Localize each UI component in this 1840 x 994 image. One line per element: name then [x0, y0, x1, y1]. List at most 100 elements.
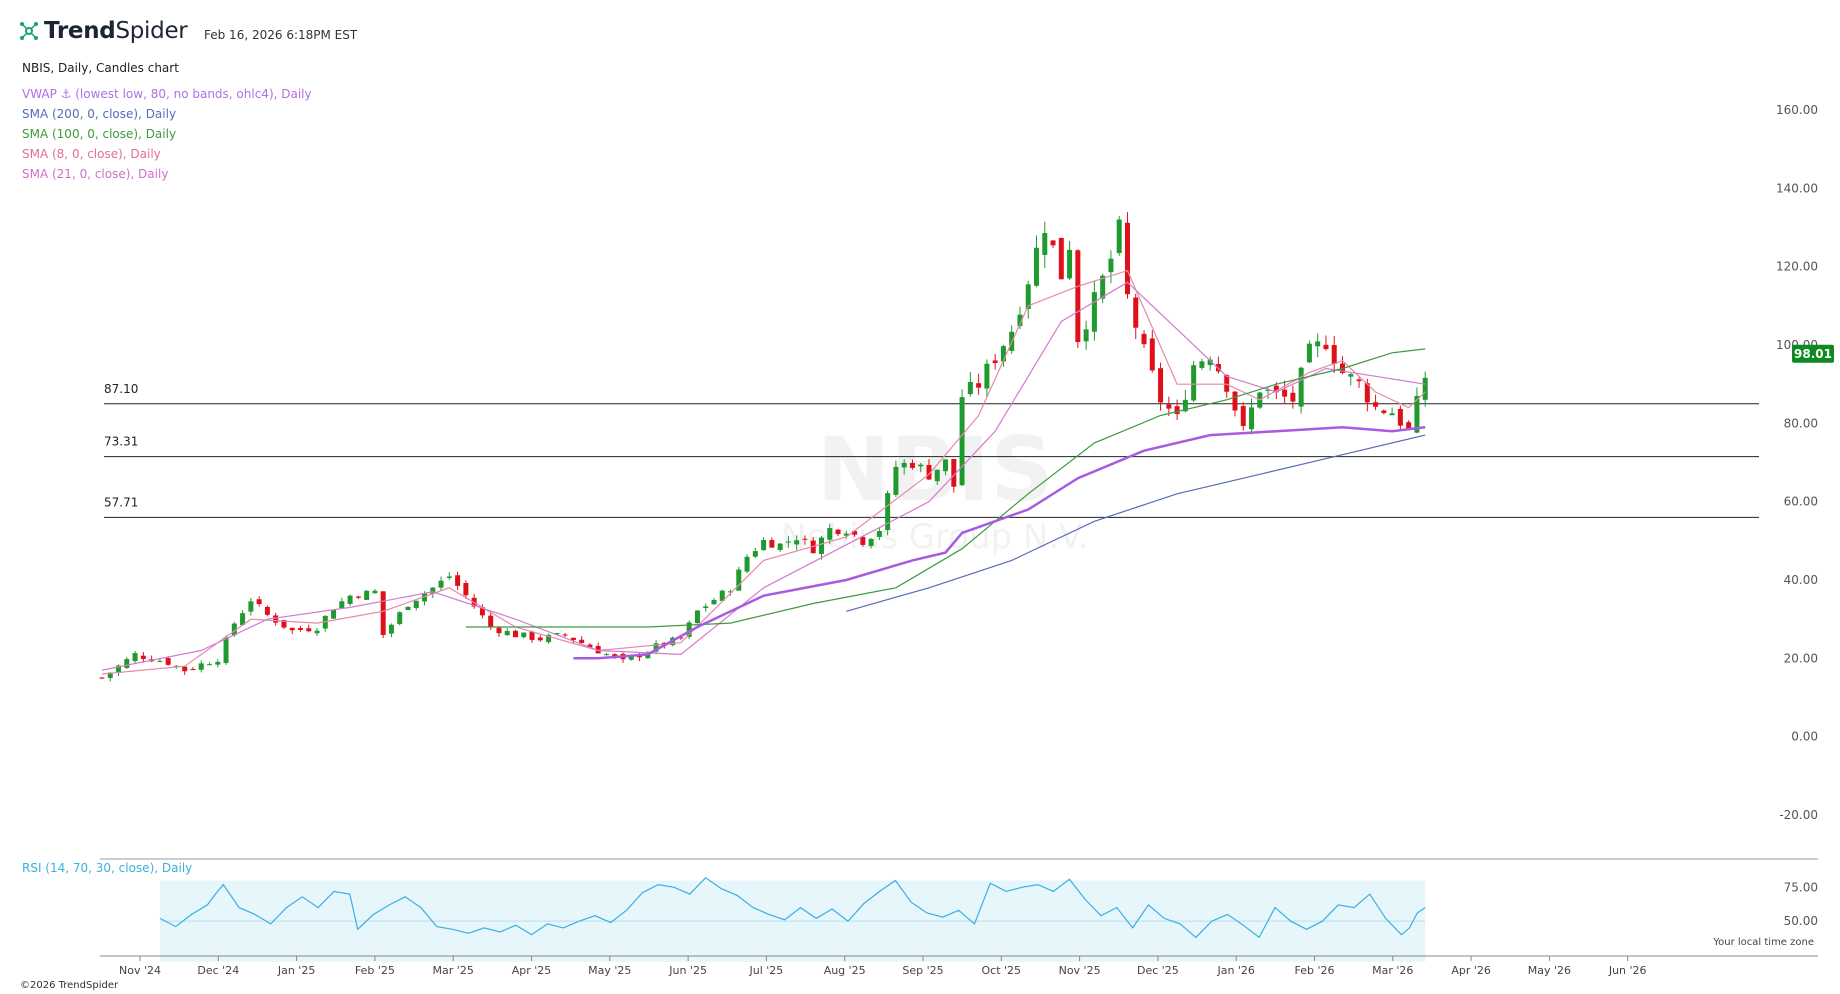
candle-body [587, 644, 593, 648]
candle-body [951, 459, 957, 487]
y-axis-tick-label: 60.00 [1784, 495, 1818, 509]
candle-body [835, 529, 841, 535]
candle-body [1191, 365, 1197, 401]
candle-body [446, 576, 452, 578]
x-axis-tick-label: Apr '25 [512, 964, 552, 977]
candle-body [777, 543, 783, 550]
y-axis-tick-label: 160.00 [1776, 103, 1818, 117]
candle-body [1397, 408, 1403, 426]
candle-body [1356, 379, 1362, 382]
x-axis-tick-label: Jun '25 [668, 964, 707, 977]
candle-body [355, 596, 361, 598]
candle-body [901, 462, 907, 468]
timezone-note[interactable]: Your local time zone [1713, 937, 1814, 948]
candle-body [529, 631, 535, 640]
candle-body [132, 653, 138, 662]
candle-body [314, 630, 320, 634]
candle-body [1224, 375, 1230, 392]
last-price-text: 98.01 [1794, 347, 1832, 361]
indicator-label[interactable]: SMA (100, 0, close), Daily [22, 127, 177, 141]
logo-wordmark: TrendSpider [44, 18, 188, 44]
candle-body [818, 537, 824, 554]
candle-body [488, 615, 494, 627]
candle-body [322, 615, 328, 629]
candle-body [1100, 275, 1106, 299]
candle-body [860, 536, 866, 545]
candle-body [1364, 383, 1370, 403]
series-line-sma-200 [846, 434, 1426, 612]
candle-body [521, 632, 527, 638]
candle-body [198, 663, 204, 670]
candle-body [339, 601, 345, 609]
candle-body [1323, 344, 1329, 350]
indicator-label[interactable]: SMA (8, 0, close), Daily [22, 147, 161, 161]
candle-body [918, 464, 924, 467]
horizontal-level-label: 73.31 [104, 435, 138, 449]
indicator-label[interactable]: VWAP ⚓ (lowest low, 80, no bands, ohlc4)… [22, 87, 312, 101]
candle-body [785, 541, 791, 543]
rsi-tick-label: 50.00 [1784, 914, 1818, 928]
candle-body [1414, 395, 1420, 433]
horizontal-level-label: 57.71 [104, 495, 138, 509]
y-axis-tick-label: 120.00 [1776, 260, 1818, 274]
x-axis-tick-label: May '25 [588, 964, 631, 977]
candle-body [364, 590, 370, 600]
candle-body [347, 595, 353, 604]
candle-body [736, 569, 742, 591]
candle-body [1108, 258, 1114, 273]
spider-logo-icon [20, 22, 38, 40]
candle-body [1058, 237, 1064, 280]
candle-body [694, 610, 700, 624]
indicator-label[interactable]: SMA (200, 0, close), Daily [22, 107, 177, 121]
candle-body [256, 599, 262, 605]
candle-body [157, 660, 163, 662]
candle-body [372, 590, 378, 594]
candle-body [893, 466, 899, 495]
candle-body [744, 556, 750, 572]
candle-body [909, 462, 915, 468]
candle-body [728, 591, 734, 593]
candle-body [331, 610, 337, 619]
candle-body [513, 630, 518, 638]
candle-body [1158, 368, 1164, 403]
watermark-company: Nebius Group N.V. [781, 517, 1089, 557]
candle-body [240, 613, 246, 626]
candle-body [281, 620, 287, 628]
candle-body [752, 551, 758, 557]
x-axis-tick-label: Jan '25 [277, 964, 315, 977]
series-line-sma-21 [101, 281, 1426, 671]
candle-body [140, 655, 146, 659]
candle-body [1075, 250, 1081, 343]
candle-body [570, 637, 576, 641]
candle-body [99, 677, 105, 679]
candle-body [1240, 406, 1246, 426]
x-axis-tick-label: Aug '25 [824, 964, 866, 977]
candle-body [1298, 367, 1304, 407]
candle-body [107, 672, 113, 678]
candle-body [223, 637, 229, 663]
indicator-label[interactable]: SMA (21, 0, close), Daily [22, 167, 169, 181]
candle-body [1265, 389, 1271, 391]
candle-body [463, 583, 469, 596]
candle-body [843, 533, 849, 536]
watermark-ticker: NBIS [817, 418, 1054, 521]
candle-body [1282, 389, 1288, 397]
x-axis-tick-label: Feb '25 [355, 964, 395, 977]
candle-body [215, 661, 221, 665]
rsi-label[interactable]: RSI (14, 70, 30, close), Daily [22, 861, 193, 875]
candle-body [182, 666, 188, 672]
candle-body [1306, 343, 1312, 363]
candle-body [1116, 219, 1122, 254]
candle-body [678, 637, 684, 639]
candle-body [1373, 402, 1379, 407]
x-axis-tick-label: Jul '25 [749, 964, 784, 977]
candle-body [430, 587, 436, 594]
x-axis-tick-label: Nov '25 [1059, 964, 1101, 977]
candle-body [306, 628, 312, 632]
candle-body [1331, 345, 1337, 364]
candle-body [967, 381, 973, 395]
candle-body [496, 627, 502, 634]
candle-body [703, 606, 709, 608]
candles-group [99, 212, 1428, 682]
